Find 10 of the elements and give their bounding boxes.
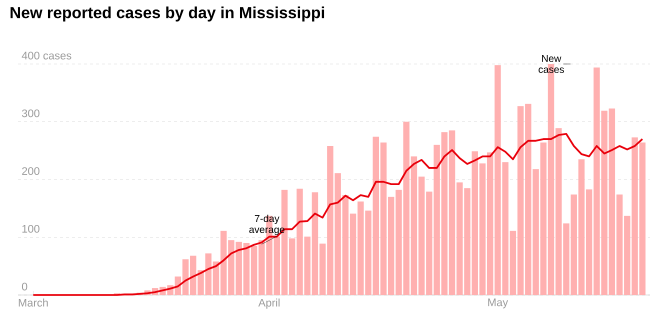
annotation: New cases [538, 55, 564, 73]
y-tick-label: 200 [22, 167, 40, 175]
x-tick-label: March [18, 298, 48, 307]
y-tick-label: 400 cases [22, 52, 72, 60]
y-tick-label: 0 [22, 282, 28, 290]
chart-title: New reported cases by day in Mississippi [10, 6, 324, 22]
x-tick-label: April [258, 298, 280, 309]
y-tick-label: 300 [22, 109, 40, 118]
y-tick-label: 100 [22, 224, 40, 233]
x-tick-label: May [488, 298, 508, 308]
